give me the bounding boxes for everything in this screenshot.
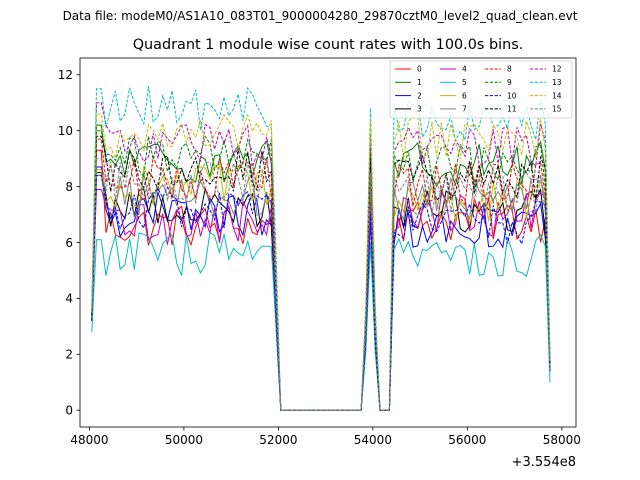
y-tick-label: 6 [65,236,73,250]
y-tick-label: 8 [65,180,73,194]
plot-area [80,58,576,427]
legend-label-11: 11 [507,105,517,114]
legend-label-14: 14 [552,91,562,100]
x-tick-label: 58000 [543,433,581,447]
y-tick-label: 0 [65,404,73,418]
legend-label-13: 13 [552,78,562,87]
legend-label-3: 3 [417,105,422,114]
legend-label-7: 7 [462,105,467,114]
legend-label-8: 8 [507,65,512,74]
legend-label-6: 6 [462,91,467,100]
y-axis: 0 2 4 6 8 10 12 [58,68,80,418]
legend-label-5: 5 [462,78,467,87]
series-lines [91,86,551,411]
y-tick-label: 4 [65,292,73,306]
y-tick-label: 10 [58,124,73,138]
legend-label-9: 9 [507,78,512,87]
x-tick-label: 54000 [354,433,392,447]
y-tick-label: 12 [58,68,73,82]
x-tick-label: 48000 [70,433,108,447]
legend-label-0: 0 [417,65,422,74]
data-file-suptitle: Data file: modeM0/AS1A10_083T01_90000042… [63,9,578,23]
x-tick-label: 50000 [165,433,203,447]
legend-label-1: 1 [417,78,422,87]
chart-title: Quadrant 1 module wise count rates with … [133,37,524,53]
legend-label-15: 15 [552,105,562,114]
legend-label-12: 12 [552,65,562,74]
y-tick-label: 2 [65,348,73,362]
legend-label-10: 10 [507,91,517,100]
x-offset-label: +3.554e8 [512,455,576,470]
legend-frame [389,60,573,119]
x-axis: 48000 50000 52000 54000 56000 58000 [70,427,581,447]
x-tick-label: 56000 [448,433,486,447]
legend-label-2: 2 [417,91,422,100]
series-line-15 [91,158,551,411]
x-tick-label: 52000 [259,433,297,447]
legend-label-4: 4 [462,65,467,74]
